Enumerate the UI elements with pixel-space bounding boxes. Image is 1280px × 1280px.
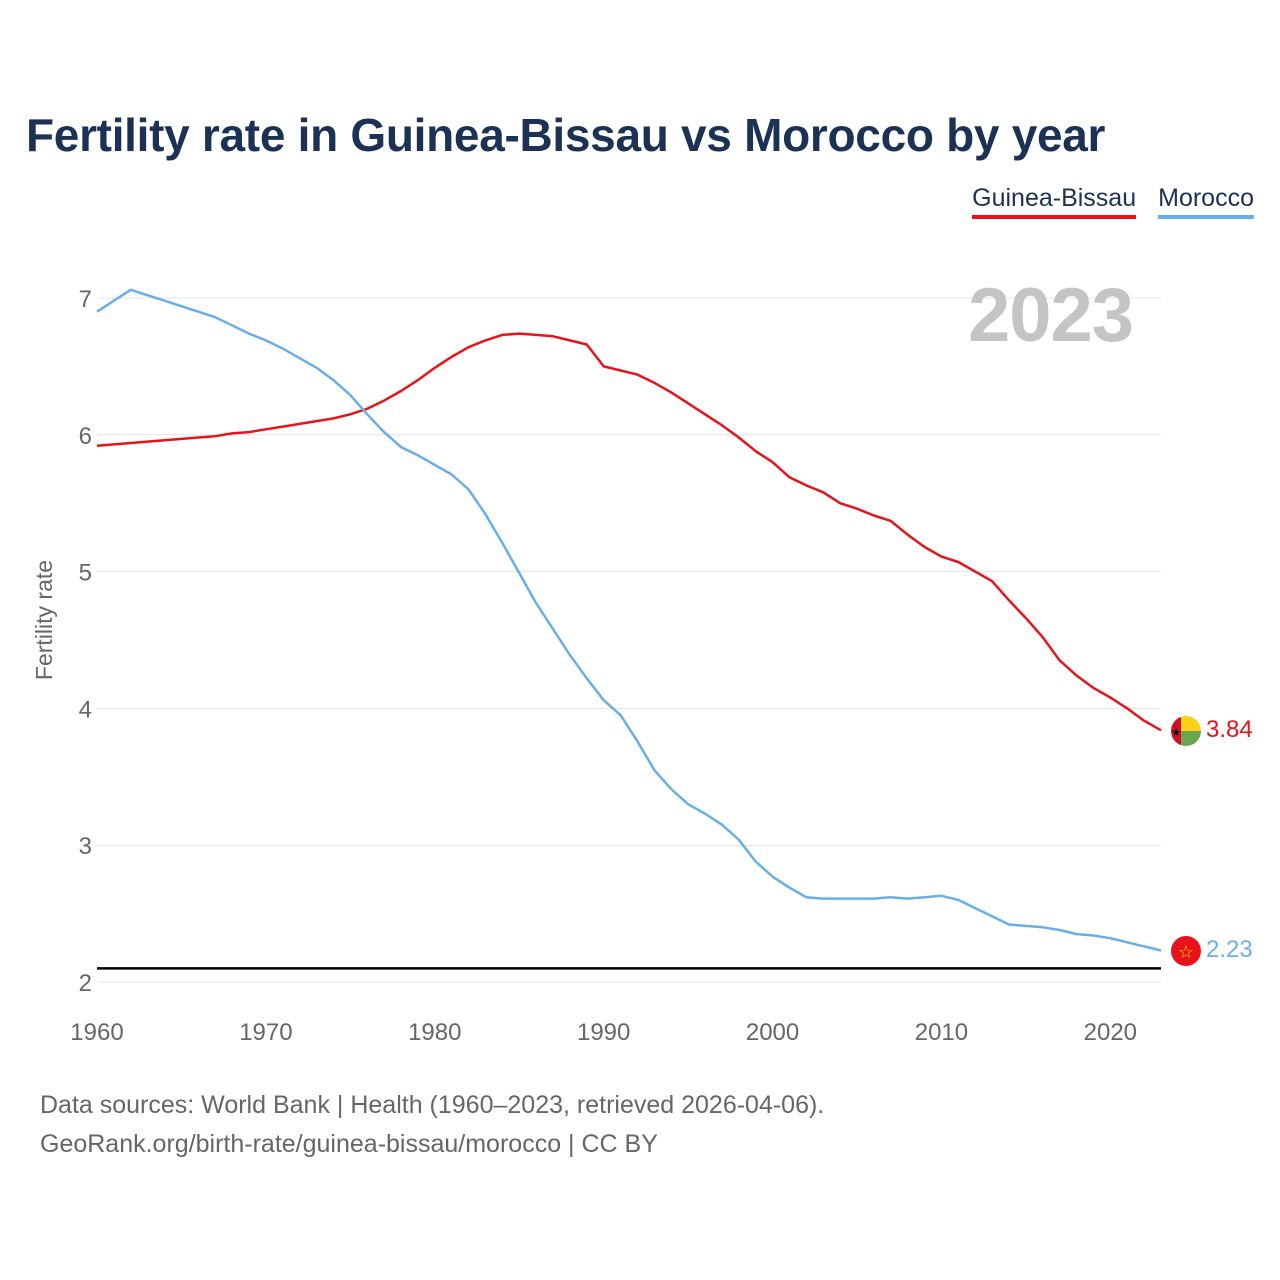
footer: Data sources: World Bank | Health (1960–… (40, 1086, 824, 1164)
legend-item-guinea-bissau[interactable]: Guinea-Bissau (972, 184, 1137, 219)
legend-item-morocco[interactable]: Morocco (1158, 184, 1254, 219)
line-chart: 2 3 4 5 6 7 1960 1970 1980 1990 2000 2010 2020 Fert… (31, 286, 1253, 1046)
end-value-morocco: 2.23 (1206, 936, 1253, 963)
series-line-morocco (96, 288, 1162, 952)
x-tick-label: 2000 (746, 1019, 799, 1046)
x-axis-ticks: 1960 1970 1980 1990 2000 2010 2020 (70, 1019, 1137, 1046)
y-tick-label: 7 (79, 286, 92, 313)
x-tick-label: 1980 (408, 1019, 461, 1046)
y-axis-ticks: 2 3 4 5 6 7 (79, 286, 92, 997)
data-source-text: Data sources: World Bank | Health (1960–… (40, 1091, 825, 1119)
svg-text:★: ★ (1171, 727, 1181, 739)
y-tick-label: 4 (79, 696, 92, 723)
chart-title: Fertility rate in Guinea-Bissau vs Moroc… (26, 109, 1106, 161)
y-axis-label: Fertility rate (31, 560, 57, 680)
guinea-bissau-flag-icon: ★ (1171, 716, 1201, 746)
y-tick-label: 5 (79, 560, 92, 587)
current-year-display: 2023 (968, 273, 1134, 358)
morocco-flag-icon: ☆ (1171, 936, 1201, 966)
series-lines (96, 288, 1162, 952)
x-tick-label: 1970 (239, 1019, 292, 1046)
y-tick-label: 3 (79, 833, 92, 860)
gridlines (97, 297, 1161, 983)
svg-text:☆: ☆ (1178, 942, 1194, 962)
y-tick-label: 6 (79, 423, 92, 450)
legend: Guinea-Bissau Morocco (972, 184, 1254, 219)
y-tick-label: 2 (79, 970, 92, 997)
source-url-text[interactable]: GeoRank.org/birth-rate/guinea-bissau/mor… (40, 1130, 658, 1158)
x-tick-label: 1960 (70, 1019, 123, 1046)
x-tick-label: 2020 (1084, 1019, 1137, 1046)
end-value-guinea-bissau: 3.84 (1206, 716, 1253, 743)
series-line-guinea-bissau (96, 332, 1162, 732)
x-tick-label: 2010 (915, 1019, 968, 1046)
x-tick-label: 1990 (577, 1019, 630, 1046)
